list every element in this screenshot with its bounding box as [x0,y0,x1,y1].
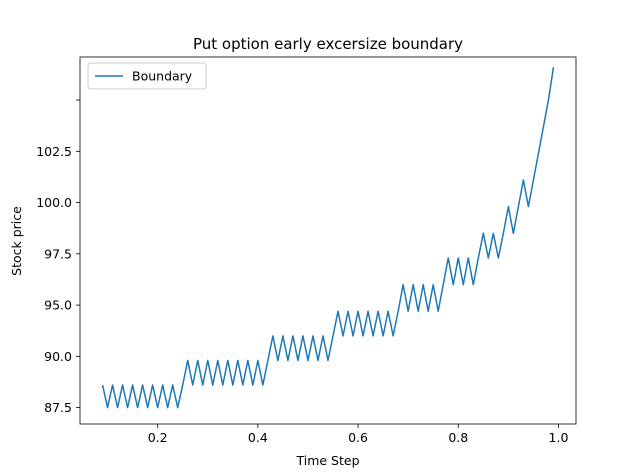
legend-label: Boundary [132,69,193,84]
axes-frame [79,56,577,425]
y-tick-label: 102.5 [36,144,72,159]
y-axis-label: Stock price [9,206,24,276]
x-tick-label: 0.8 [448,430,468,445]
legend: Boundary [87,62,207,90]
y-tick-label: 97.5 [44,246,72,261]
y-tick-label: 95.0 [44,298,72,313]
x-tick-label: 0.2 [148,430,168,445]
x-tick-label: 1.0 [549,430,569,445]
x-tick-label: 0.6 [348,430,368,445]
y-tick-label: 90.0 [44,349,72,364]
chart-title: Put option early excersize boundary [193,35,463,53]
y-tick-label: 87.5 [44,400,72,415]
legend-box [87,62,207,90]
x-tick-label: 0.4 [248,430,268,445]
x-axis-label: Time Step [295,453,359,468]
y-tick-label: 100.0 [36,195,72,210]
plot-area: 0.2 0.4 0.6 0.8 1.0 87.5 90.0 95.0 97.5 100.0 102.… [36,56,577,445]
series-line-boundary [101,67,555,409]
